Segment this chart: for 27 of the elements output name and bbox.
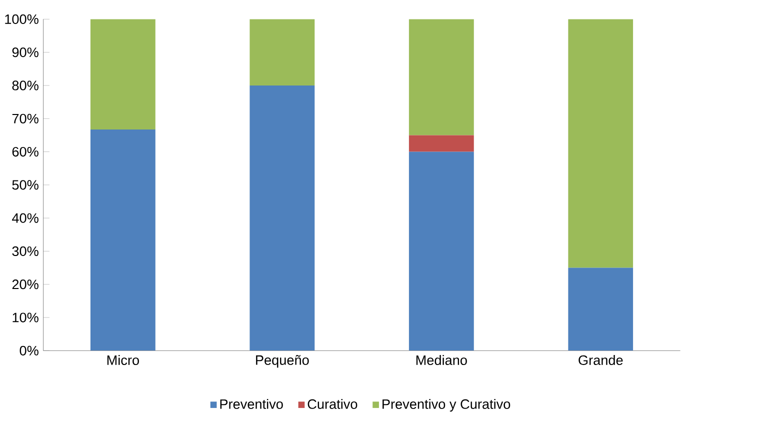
y-tick-label: 80% [12, 80, 38, 90]
bar [250, 85, 315, 351]
y-tick-label: 60% [12, 146, 38, 157]
y-tick-label: 70% [12, 114, 38, 124]
bar [250, 19, 315, 86]
y-tick-label: 30% [12, 246, 38, 256]
bar [408, 152, 474, 351]
legend-label: Curativo [308, 398, 358, 409]
y-tick-label: 10% [12, 312, 38, 322]
bar [568, 268, 634, 351]
legend-label: Preventivo y Curativo [382, 398, 510, 412]
bar [408, 135, 474, 152]
bar [90, 130, 156, 351]
x-tick-label: Pequeño [256, 354, 309, 368]
x-tick-label: Mediano [416, 354, 467, 365]
bar [408, 19, 474, 136]
y-tick-label: 20% [12, 280, 38, 290]
y-tick-label: 90% [12, 47, 38, 58]
x-tick-label: Micro [107, 354, 139, 365]
y-tick-label: 50% [12, 180, 38, 190]
bar [90, 19, 156, 130]
y-tick-label: 40% [12, 213, 38, 223]
x-tick-label: Grande [578, 354, 623, 365]
y-tick-label: 100% [5, 14, 38, 24]
y-tick-label: 0% [20, 346, 38, 356]
bar [568, 19, 634, 268]
legend-label: Preventivo [220, 398, 283, 409]
